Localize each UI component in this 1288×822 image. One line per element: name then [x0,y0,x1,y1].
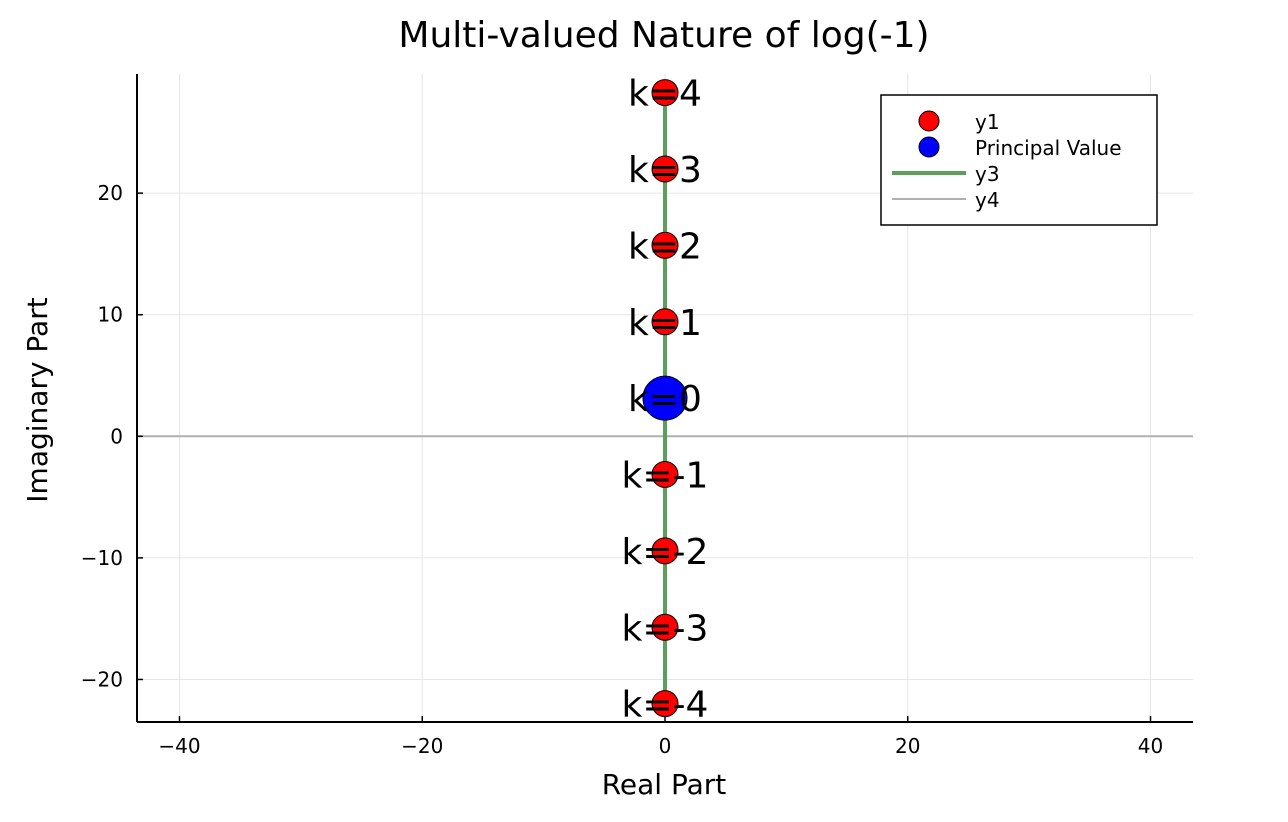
y-tick-label: −20 [81,667,123,691]
point-label: k=-1 [622,455,709,496]
point-label: k=-4 [622,685,709,726]
legend-label-y4: y4 [975,188,1000,212]
legend-label-principal: Principal Value [975,136,1122,160]
y-tick-label: 20 [98,181,123,205]
y1-point [651,537,679,565]
y1-point [651,460,679,488]
y1-point [651,690,679,718]
point-label: k=2 [628,226,702,267]
point-label: k=0 [628,379,702,420]
legend: y1 Principal Value y3 y4 [880,94,1158,226]
x-tick-label: 0 [659,734,672,758]
y-axis-title: Imaginary Part [21,297,54,502]
y-tick-label: −10 [81,546,123,570]
y1-point [651,155,679,183]
y1-point [651,613,679,641]
legend-label-y3: y3 [975,162,1000,186]
point-label: k=1 [628,303,702,344]
principal-value-point [642,375,688,421]
legend-label-y1: y1 [975,110,1000,134]
y1-point [651,231,679,259]
y-tick-label: 0 [110,424,123,448]
legend-marker-y1 [918,110,940,132]
legend-marker-principal [918,136,940,158]
y1-point [651,79,679,107]
point-label: k=4 [628,74,702,115]
x-tick-label: 20 [895,734,920,758]
y1-point [651,308,679,336]
x-tick-label: −20 [401,734,443,758]
x-tick-label: −40 [158,734,200,758]
point-label: k=-2 [622,532,709,573]
x-tick-label: 40 [1138,734,1163,758]
point-label: k=-3 [622,608,709,649]
y-tick-label: 10 [98,303,123,327]
points-layer [642,79,688,718]
x-axis-title: Real Part [602,768,727,801]
point-labels-layer: k=4 k=3 k=2 k=1 k=-1 k=-2 k=-3 k=-4 k=0 [622,74,709,726]
chart-title: Multi-valued Nature of log(-1) [398,15,929,56]
y-ticks: −20 −10 0 10 20 [81,181,143,691]
point-label: k=3 [628,150,702,191]
